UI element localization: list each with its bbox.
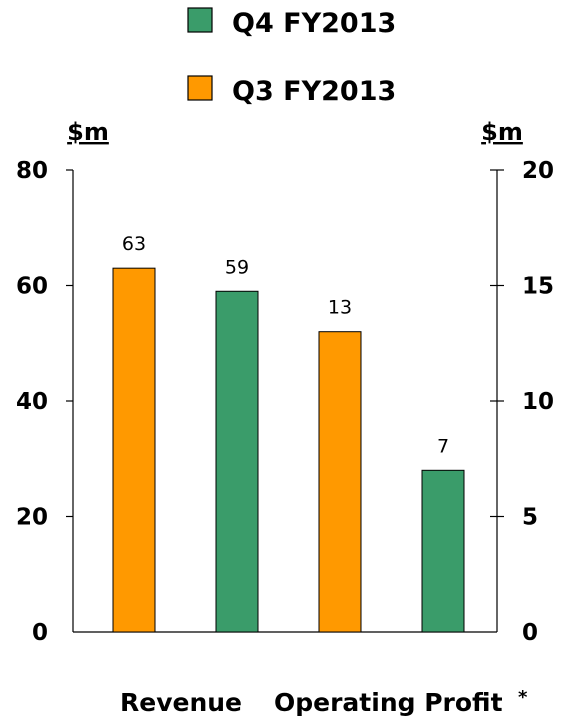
right-tick-label-10: 10 bbox=[522, 389, 554, 415]
left-tick-label-60: 60 bbox=[16, 274, 48, 300]
left-axis-ticks: 0 20 40 60 80 bbox=[16, 158, 73, 646]
right-tick-label-20: 20 bbox=[522, 158, 554, 184]
legend-entry-q4: Q4 FY2013 bbox=[187, 7, 396, 39]
right-axis-unit: $m bbox=[481, 118, 523, 146]
legend-swatch-q4 bbox=[187, 7, 213, 33]
left-tick-label-20: 20 bbox=[16, 505, 48, 531]
data-label-operating-profit-q4-fy2013: 7 bbox=[437, 435, 449, 457]
data-label-revenue-q3-fy2013: 63 bbox=[122, 233, 146, 255]
legend-label-q4: Q4 FY2013 bbox=[232, 8, 396, 39]
category-label-revenue: Revenue bbox=[120, 688, 242, 717]
legend-label-q3: Q3 FY2013 bbox=[232, 76, 396, 107]
left-axis-unit: $m bbox=[67, 118, 109, 146]
data-label-operating-profit-q3-fy2013: 13 bbox=[328, 297, 352, 319]
right-axis-ticks: 0 5 10 15 20 bbox=[490, 158, 554, 646]
right-tick-label-0: 0 bbox=[522, 620, 538, 646]
right-tick-label-5: 5 bbox=[522, 505, 538, 531]
bar-revenue-q4-fy2013 bbox=[215, 290, 259, 633]
operating-profit-footnote-mark: * bbox=[518, 687, 528, 708]
bar-operating-profit-q4-fy2013 bbox=[421, 469, 465, 633]
legend-swatch-q3 bbox=[187, 75, 213, 101]
bar-operating-profit-q3-fy2013 bbox=[318, 331, 362, 633]
data-label-revenue-q4-fy2013: 59 bbox=[225, 256, 249, 278]
category-label-operating-profit: Operating Profit bbox=[274, 688, 503, 717]
left-tick-label-80: 80 bbox=[16, 158, 48, 184]
left-tick-label-0: 0 bbox=[32, 620, 48, 646]
bar-revenue-q3-fy2013 bbox=[112, 267, 156, 633]
legend-entry-q3: Q3 FY2013 bbox=[187, 75, 396, 107]
right-tick-label-15: 15 bbox=[522, 274, 554, 300]
chart-legend: Q4 FY2013 Q3 FY2013 bbox=[187, 7, 396, 107]
left-tick-label-40: 40 bbox=[16, 389, 48, 415]
chart-bars: 63 59 13 7 bbox=[112, 233, 465, 633]
category-labels: Revenue Operating Profit * bbox=[120, 687, 528, 717]
